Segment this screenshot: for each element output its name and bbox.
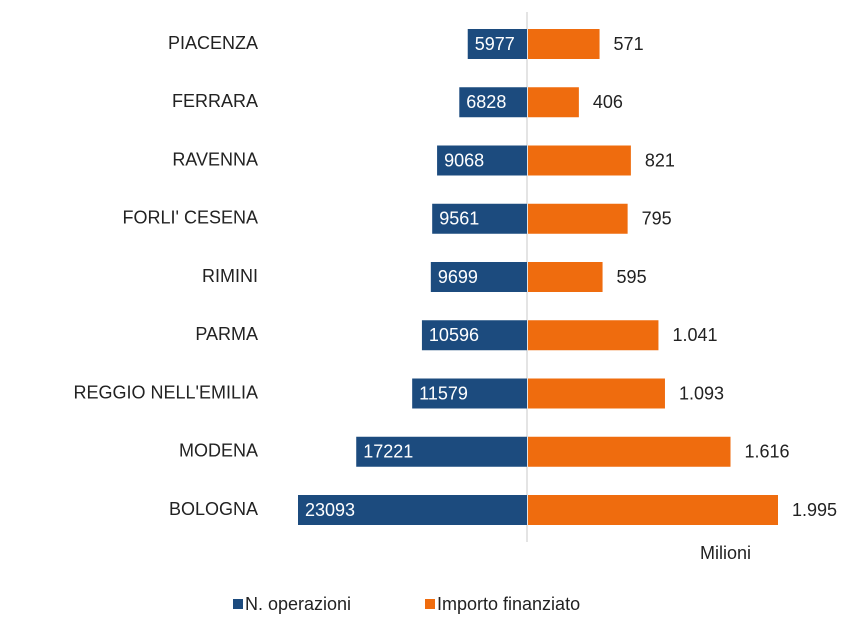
value-label: 821	[645, 150, 675, 170]
value-label: 9699	[438, 267, 478, 287]
bar	[528, 262, 603, 292]
bar	[528, 203, 628, 234]
bar	[412, 378, 527, 409]
legend-label: N. operazioni	[245, 594, 351, 614]
value-label: 795	[642, 209, 672, 229]
category-label: FERRARA	[172, 91, 258, 111]
value-label: 17221	[363, 442, 413, 462]
legend-swatch	[233, 599, 243, 609]
category-label: FORLI' CESENA	[123, 208, 258, 228]
value-label: 1.995	[792, 500, 837, 520]
value-label: 5977	[475, 34, 515, 54]
bar	[528, 145, 631, 176]
value-label: 1.041	[672, 325, 717, 345]
value-label: 9561	[439, 209, 479, 229]
category-label: RAVENNA	[172, 149, 258, 169]
bar	[528, 320, 659, 351]
value-label: 1.616	[745, 442, 790, 462]
value-label: 11579	[419, 383, 468, 403]
value-label: 10596	[429, 325, 479, 345]
bar	[298, 495, 527, 525]
bar	[356, 436, 527, 467]
bar	[467, 29, 527, 59]
category-label: BOLOGNA	[169, 499, 258, 519]
bar	[459, 87, 527, 118]
bar	[528, 495, 778, 525]
value-label: 1.093	[679, 383, 724, 403]
value-label: 595	[617, 267, 647, 287]
value-label: 571	[614, 34, 644, 54]
value-label: 9068	[444, 150, 484, 170]
bar	[528, 436, 731, 467]
legend-swatch	[425, 599, 435, 609]
value-label: 6828	[466, 92, 506, 112]
bar	[437, 145, 527, 176]
bar	[528, 87, 579, 118]
legend-label: Importo finanziato	[437, 594, 580, 614]
bar	[432, 203, 527, 234]
category-label: MODENA	[179, 441, 258, 461]
bar	[430, 262, 527, 292]
category-label: PIACENZA	[168, 33, 258, 53]
bar	[528, 29, 600, 59]
unit-label: Milioni	[700, 543, 751, 563]
bar	[528, 378, 665, 409]
category-label: REGGIO NELL'EMILIA	[74, 382, 259, 402]
value-label: 23093	[305, 500, 355, 520]
category-label: RIMINI	[202, 266, 258, 286]
value-label: 406	[593, 92, 623, 112]
category-label: PARMA	[195, 324, 258, 344]
bar	[421, 320, 527, 351]
